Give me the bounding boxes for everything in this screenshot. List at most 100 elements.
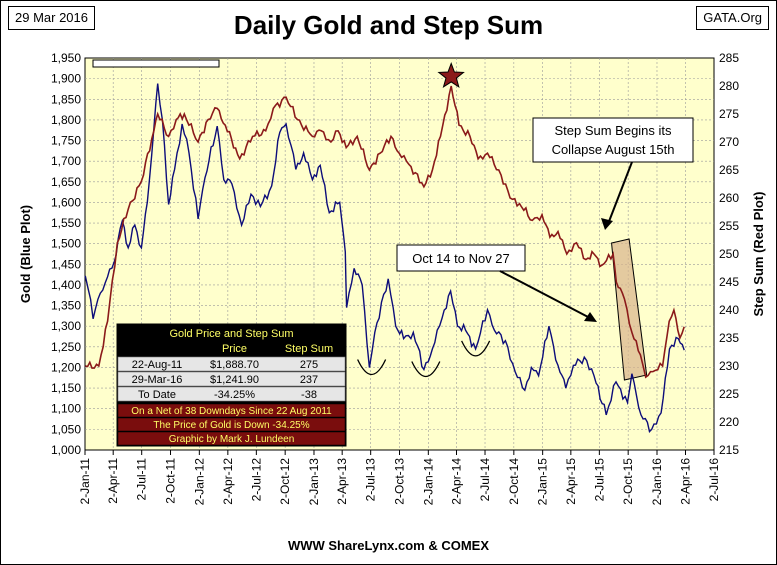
y-tick-label: 1,750 — [51, 134, 81, 148]
gold-price-line — [84, 83, 685, 433]
table-note-row — [117, 431, 346, 446]
x-tick-label: 2-Jan-11 — [78, 458, 92, 505]
y2-axis-title: Step Sum (Red Plot) — [751, 192, 766, 317]
y-tick-label: 1,150 — [51, 381, 81, 395]
date-tag: 29 Mar 2016 — [8, 6, 95, 30]
annotation-oct-nov: Oct 14 to Nov 27 — [412, 251, 510, 266]
y-tick-label: 1,600 — [51, 195, 81, 209]
x-tick-label: 2-Apr-14 — [450, 458, 464, 505]
table-cell: $1,888.70 — [210, 359, 259, 371]
y-tick-label: 1,850 — [51, 92, 81, 106]
x-tick-label: 2-Jan-15 — [536, 458, 550, 506]
x-tick-label: 2-Jan-13 — [307, 458, 321, 506]
y-tick-label: 1,650 — [51, 175, 81, 189]
site-tag: GATA.Org — [696, 6, 769, 30]
table-cell: $1,241.90 — [210, 374, 259, 386]
y2-tick-label: 265 — [719, 163, 739, 177]
source-credit: WWW ShareLynx.com & COMEX — [287, 538, 490, 553]
peak-star-icon — [437, 61, 465, 89]
y2-tick-label: 270 — [719, 135, 739, 149]
table-row — [117, 371, 346, 387]
low-arc-marker — [461, 340, 491, 357]
x-tick-label: 2-Apr-15 — [564, 458, 578, 505]
x-tick-label: 2-Oct-14 — [507, 458, 521, 505]
low-arc-marker — [411, 361, 441, 378]
table-row — [117, 386, 346, 402]
x-tick-label: 2-Oct-11 — [164, 458, 178, 504]
table-cell: 29-Mar-16 — [132, 374, 183, 386]
chart-title: Daily Gold and Step Sum — [233, 10, 544, 40]
legend-marker — [92, 59, 220, 68]
y2-tick-label: 255 — [719, 219, 739, 233]
x-tick-label: 2-Jul-12 — [249, 458, 263, 502]
annotation-collapse-line1: Step Sum Begins its — [554, 123, 672, 138]
y2-tick-label: 230 — [719, 359, 739, 373]
x-tick-label: 2-Apr-16 — [678, 458, 692, 505]
x-tick-label: 2-Jul-11 — [135, 458, 149, 501]
annotation-oct-nov-arrowhead — [584, 312, 597, 322]
x-tick-label: 2-Jul-14 — [478, 458, 492, 502]
y2-tick-label: 245 — [719, 275, 739, 289]
y-tick-label: 1,350 — [51, 299, 81, 313]
y-tick-label: 1,450 — [51, 257, 81, 271]
x-tick-label: 2-Oct-13 — [393, 458, 407, 505]
y2-tick-label: 280 — [719, 79, 739, 93]
collapse-highlight-box — [611, 238, 648, 381]
y-tick-label: 1,500 — [51, 237, 81, 251]
x-tick-label: 2-Apr-12 — [221, 458, 235, 505]
x-tick-label: 2-Jan-16 — [650, 458, 664, 506]
y-tick-label: 1,100 — [51, 402, 81, 416]
table-cell: 237 — [300, 374, 318, 386]
y2-tick-label: 275 — [719, 107, 739, 121]
y-tick-label: 1,550 — [51, 216, 81, 230]
annotation-collapse-line2: Collapse August 15th — [552, 142, 675, 157]
y2-tick-label: 285 — [719, 51, 739, 65]
low-arc-marker — [357, 359, 387, 376]
annotation-box-collapse — [532, 117, 694, 163]
x-tick-label: 2-Oct-15 — [621, 458, 635, 505]
y-axis-title: Gold (Blue Plot) — [18, 205, 33, 303]
y2-tick-label: 240 — [719, 303, 739, 317]
y-tick-label: 1,050 — [51, 422, 81, 436]
y-tick-label: 1,950 — [51, 51, 81, 65]
table-header-cell: Price — [222, 343, 247, 355]
table-note-row — [117, 403, 346, 418]
y2-tick-label: 250 — [719, 247, 739, 261]
annotation-collapse-arrow — [607, 161, 633, 225]
table-header-cell: Step Sum — [285, 343, 333, 355]
y2-tick-label: 225 — [719, 387, 739, 401]
x-tick-label: 2-Apr-13 — [335, 458, 349, 505]
y-tick-label: 1,300 — [51, 319, 81, 333]
table-cell: To Date — [138, 389, 176, 401]
table-title: Gold Price and Step Sum — [169, 328, 293, 340]
annotation-oct-nov-arrow — [499, 270, 591, 319]
x-tick-label: 2-Jul-13 — [364, 458, 378, 502]
table-note: The Price of Gold is Down -34.25% — [153, 420, 309, 431]
annotation-collapse-arrowhead — [601, 218, 613, 230]
table-cell: 22-Aug-11 — [132, 359, 183, 371]
table-note-row — [117, 417, 346, 432]
y-tick-label: 1,200 — [51, 360, 81, 374]
table-note: Graphic by Mark J. Lundeen — [169, 434, 295, 445]
y2-tick-label: 235 — [719, 331, 739, 345]
table-cell: 275 — [300, 359, 318, 371]
y-tick-label: 1,400 — [51, 278, 81, 292]
y-tick-label: 1,800 — [51, 113, 81, 127]
x-tick-label: 2-Jan-14 — [421, 458, 435, 506]
step-sum-line — [85, 85, 685, 379]
y2-tick-label: 220 — [719, 415, 739, 429]
y2-tick-label: 215 — [719, 443, 739, 457]
x-tick-label: 2-Jan-12 — [192, 458, 206, 506]
annotation-box-oct-nov — [396, 244, 526, 272]
y-tick-label: 1,900 — [51, 72, 81, 86]
x-tick-label: 2-Oct-12 — [278, 458, 292, 505]
y2-tick-label: 260 — [719, 191, 739, 205]
table-cell: -38 — [301, 389, 317, 401]
table-note: On a Net of 38 Downdays Since 22 Aug 201… — [131, 406, 332, 417]
x-tick-label: 2-Jul-15 — [592, 458, 606, 502]
table-row — [117, 356, 346, 372]
y-tick-label: 1,250 — [51, 340, 81, 354]
x-tick-label: 2-Jul-16 — [707, 458, 721, 502]
x-tick-label: 2-Apr-11 — [106, 458, 120, 504]
